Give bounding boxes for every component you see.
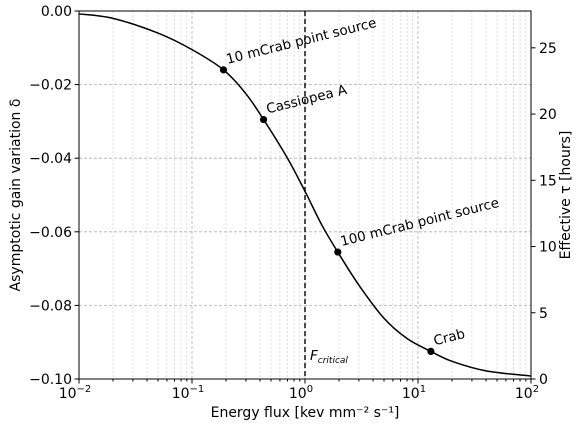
y2-tick-label: 10 <box>539 240 557 256</box>
source-label: 100 mCrab point source <box>339 195 501 250</box>
x-axis-label: Energy flux [kev mm⁻² s⁻¹] <box>211 405 400 421</box>
x-tick-label: 100 <box>289 384 313 402</box>
y2-tick-label: 20 <box>539 107 557 123</box>
source-label: Crab <box>432 326 467 349</box>
y2-tick-label: 5 <box>539 306 548 322</box>
y-tick-label: −0.10 <box>29 372 72 388</box>
source-point <box>259 115 268 124</box>
x-tick-label: 10−2 <box>59 384 92 402</box>
y2-tick-label: 0 <box>539 372 548 388</box>
x-tick-label: 10−1 <box>172 384 205 402</box>
y-tick-label: −0.04 <box>29 151 72 167</box>
y2-tick-label: 25 <box>539 41 557 57</box>
source-point <box>334 248 342 256</box>
source-label: Cassiopea A <box>265 82 350 118</box>
y2-axis-label: Effective τ [hours] <box>558 131 574 260</box>
y2-tick-label: 15 <box>539 173 557 189</box>
y-tick-label: −0.02 <box>29 78 72 94</box>
points-layer: 10 mCrab point source Cassiopea A 100 mCra… <box>219 15 501 355</box>
y-tick-label: −0.08 <box>29 298 72 314</box>
x-tick-label: 102 <box>515 384 539 402</box>
source-point <box>219 66 228 74</box>
critical-flux-label: Fcritical <box>310 348 348 366</box>
y-tick-label: 0.00 <box>41 4 72 20</box>
source-label: 10 mCrab point source <box>225 15 379 68</box>
x-tick-label: 101 <box>402 384 426 402</box>
ticks: 10−2 10−1 100 101 1020.00−0.02−0.04−0.06−0.0… <box>29 4 557 402</box>
y-axis-label: Asymptotic gain variation δ <box>8 99 24 292</box>
source-point <box>427 347 435 355</box>
y-tick-label: −0.06 <box>29 225 72 241</box>
